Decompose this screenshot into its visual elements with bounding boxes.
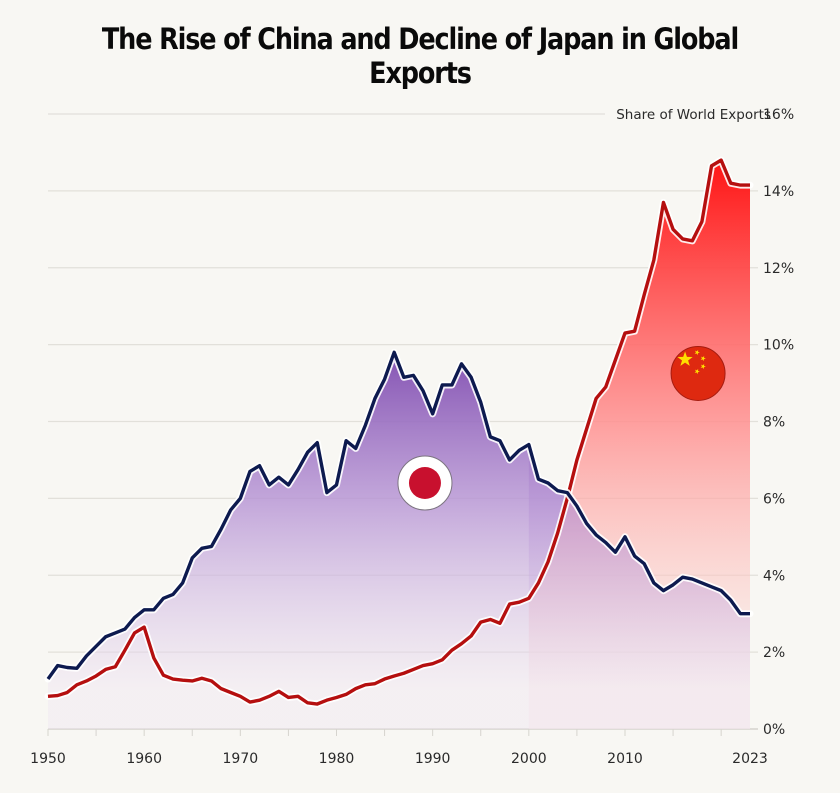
china-flag-small-star [694, 368, 700, 375]
x-tick-label: 1960 [126, 751, 162, 767]
china-flag-small-star [700, 363, 706, 370]
china-flag-small-star [700, 355, 706, 362]
x-tick-label: 1980 [319, 751, 355, 767]
chart-title: The Rise of China and Decline of Japan i… [101, 22, 739, 90]
japan-area-overlap [528, 444, 750, 729]
x-tick-label: 1990 [415, 751, 451, 767]
y-tick-label: 4% [763, 568, 785, 584]
x-tick-label: 2023 [732, 751, 768, 767]
china-flag-icon [670, 345, 726, 401]
china-flag-small-star [694, 349, 700, 356]
series-lines [44, 156, 754, 708]
x-tick-label: 2000 [511, 751, 547, 767]
flag-markers [397, 345, 726, 511]
y-tick-label: 12% [763, 261, 794, 277]
y-tick-label: 14% [763, 184, 794, 200]
series-areas [48, 160, 750, 729]
y-tick-label: 6% [763, 491, 785, 507]
x-tick-label: 1970 [223, 751, 259, 767]
china-flag-big-star [677, 351, 693, 366]
y-tick-label: 16% [763, 107, 794, 123]
y-axis-label: Share of World Exports [616, 107, 771, 123]
x-tick-label: 2010 [607, 751, 643, 767]
y-tick-label: 2% [763, 645, 785, 661]
axes: 0% 2% 4% 6% 8% 10% 12% 14% 16%Share of World Exp… [30, 107, 794, 767]
japan-line [46, 350, 750, 681]
y-tick-label: 0% [763, 722, 785, 738]
china-line [47, 158, 750, 706]
y-tick-label: 8% [763, 415, 785, 431]
x-tick-label: 1950 [30, 751, 66, 767]
y-tick-label: 10% [763, 338, 794, 354]
japan-flag-sun [408, 467, 441, 499]
